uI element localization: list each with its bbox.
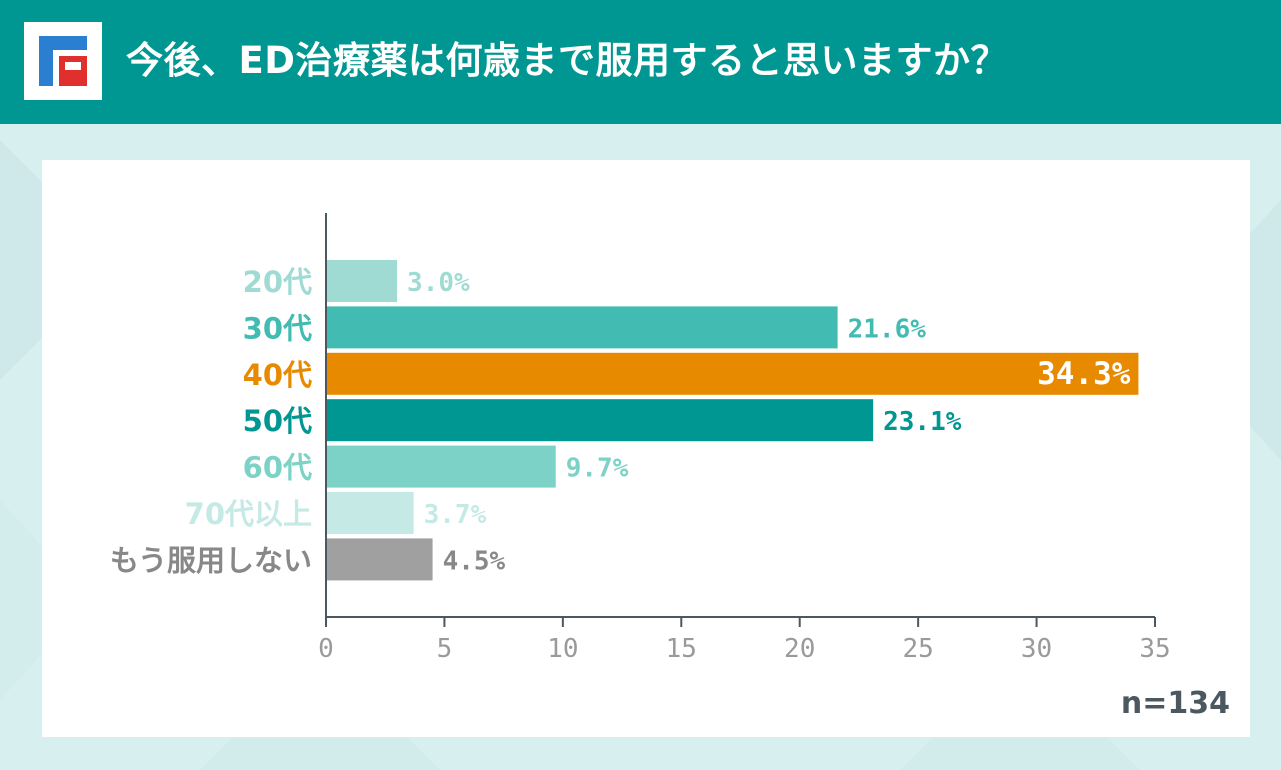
x-tick-label-1: 5	[437, 634, 453, 664]
bar-1	[326, 306, 838, 349]
chart-panel	[42, 160, 1250, 737]
x-tick-label-6: 30	[1021, 634, 1052, 664]
value-label-2: 34.3%	[1037, 356, 1131, 392]
bar-6	[326, 538, 433, 581]
x-tick-label-0: 0	[318, 634, 334, 664]
bar-5	[326, 492, 414, 534]
x-tick-label-5: 25	[902, 634, 933, 664]
brand-logo	[24, 22, 102, 100]
category-label-3: 50代	[243, 404, 312, 438]
logo-icon	[39, 36, 87, 86]
bar-3	[326, 399, 874, 442]
value-label-5: 3.7%	[424, 500, 487, 530]
value-label-1: 21.6%	[848, 314, 927, 344]
x-tick-label-2: 10	[547, 634, 578, 664]
category-label-4: 60代	[243, 451, 312, 485]
value-label-6: 4.5%	[443, 546, 506, 576]
value-label-4: 9.7%	[566, 454, 629, 484]
x-tick-label-3: 15	[666, 634, 697, 664]
sample-size-label: n=134	[1120, 686, 1230, 721]
page-title: 今後、ED治療薬は何歳まで服用すると思いますか？	[126, 39, 1008, 82]
x-tick-label-4: 20	[784, 634, 815, 664]
category-label-2: 40代	[243, 358, 312, 392]
header-bar: 今後、ED治療薬は何歳まで服用すると思いますか？	[0, 0, 1281, 124]
x-tick-label-7: 35	[1139, 634, 1170, 664]
bar-2	[326, 352, 1139, 395]
value-label-0: 3.0%	[407, 268, 470, 298]
category-label-0: 20代	[243, 265, 312, 299]
bar-4	[326, 445, 556, 488]
category-label-5: 70代以上	[185, 497, 312, 531]
category-label-1: 30代	[243, 311, 312, 345]
bar-0	[326, 260, 398, 302]
category-label-6: もう服用しない	[110, 543, 312, 577]
value-label-3: 23.1%	[883, 407, 962, 437]
